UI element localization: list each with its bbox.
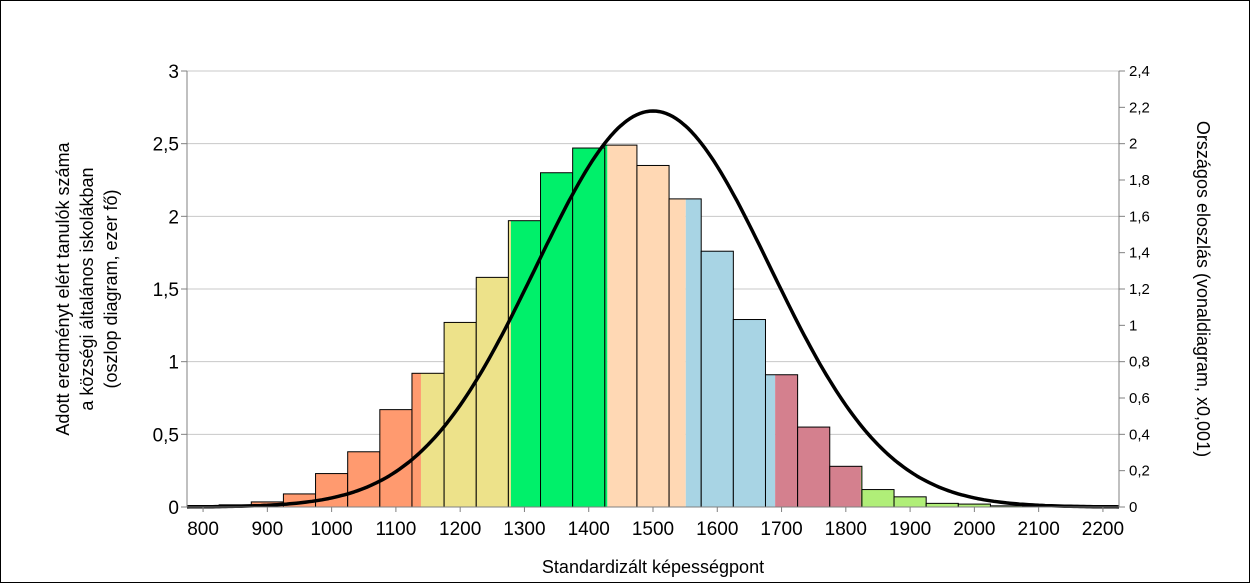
right-tick-label: 0	[1129, 499, 1137, 516]
left-axis-title-line-1: Adott eredményt elért tanulók száma	[53, 141, 73, 435]
left-tick-label: 1	[168, 353, 179, 374]
x-tick-label: 1400	[568, 519, 610, 540]
right-tick-label: 2,4	[1129, 63, 1150, 80]
bar-segment	[669, 198, 686, 508]
bar	[443, 321, 477, 508]
x-tick-label: 2200	[1082, 519, 1124, 540]
right-tick-label: 0,8	[1129, 354, 1150, 371]
bar	[347, 451, 381, 508]
left-axis-title-line-2: a községi általános iskolákban	[77, 167, 97, 410]
bar-segment	[604, 145, 608, 507]
bar	[700, 250, 734, 508]
x-tick-label: 1100	[375, 519, 416, 540]
x-tick-label: 1700	[760, 519, 802, 540]
bar	[379, 409, 413, 508]
right-tick-label: 1,8	[1129, 172, 1150, 189]
bar	[636, 164, 670, 508]
right-axis-title: Országos eloszlás (vonaldiagram, x0,001)	[1193, 121, 1213, 457]
left-tick-label: 2,5	[153, 135, 179, 156]
right-tick-label: 2,2	[1129, 99, 1150, 116]
left-tick-label: 2	[168, 207, 179, 228]
bar-segment	[411, 373, 421, 507]
bar-segment	[829, 466, 861, 507]
bar-segment	[607, 145, 637, 507]
x-axis-ticks: 800 900 1000 1100 1200 1300 1400 1500 1600 1700 18…	[187, 507, 1124, 540]
x-tick-label: 1800	[825, 519, 867, 540]
bar-segment	[765, 374, 776, 507]
left-axis-ticks: 0 0,5 1 1,5 2 2,5 3	[153, 62, 187, 519]
bar	[797, 426, 831, 508]
x-tick-label: 1000	[310, 519, 352, 540]
right-tick-label: 0,4	[1129, 426, 1150, 443]
distribution-curve-line	[186, 109, 1120, 509]
x-tick-label: 1600	[696, 519, 738, 540]
x-tick-label: 1200	[439, 519, 481, 540]
bar	[572, 147, 606, 508]
left-axis-title-line-3: (oszlop diagram, ezer fő)	[101, 189, 121, 388]
right-tick-label: 1,6	[1129, 208, 1150, 225]
left-tick-label: 3	[168, 62, 179, 83]
right-axis-ticks: 0 0,2 0,4 0,6 0,8 1 1,2 1,4 1,6 1,8 2 2,2 2,4	[1119, 63, 1150, 516]
right-tick-label: 1	[1129, 317, 1137, 334]
bar	[315, 473, 349, 508]
bar	[893, 496, 927, 508]
x-tick-label: 2100	[1018, 519, 1060, 540]
right-tick-label: 1,4	[1129, 245, 1150, 262]
x-tick-label: 2000	[953, 519, 995, 540]
bar	[732, 319, 766, 508]
bar-segment	[775, 374, 798, 507]
bar	[475, 276, 509, 508]
left-tick-label: 1,5	[153, 280, 179, 301]
left-tick-label: 0	[168, 498, 179, 519]
bar	[861, 489, 895, 508]
x-tick-label: 1900	[889, 519, 931, 540]
x-tick-label: 900	[251, 519, 283, 540]
x-tick-label: 1500	[632, 519, 674, 540]
distribution-curve	[186, 109, 1120, 509]
right-tick-label: 2	[1129, 136, 1137, 153]
bar-segment	[685, 198, 702, 508]
x-tick-label: 800	[187, 519, 219, 540]
x-tick-label: 1300	[503, 519, 545, 540]
left-tick-label: 0,5	[153, 425, 179, 446]
right-tick-label: 1,2	[1129, 281, 1150, 298]
bar-series	[186, 144, 1088, 508]
right-tick-label: 0,6	[1129, 390, 1150, 407]
right-tick-label: 0,2	[1129, 463, 1150, 480]
x-axis-title: Standardizált képességpont	[542, 557, 764, 577]
bar-segment	[508, 220, 511, 507]
bar	[925, 502, 959, 508]
